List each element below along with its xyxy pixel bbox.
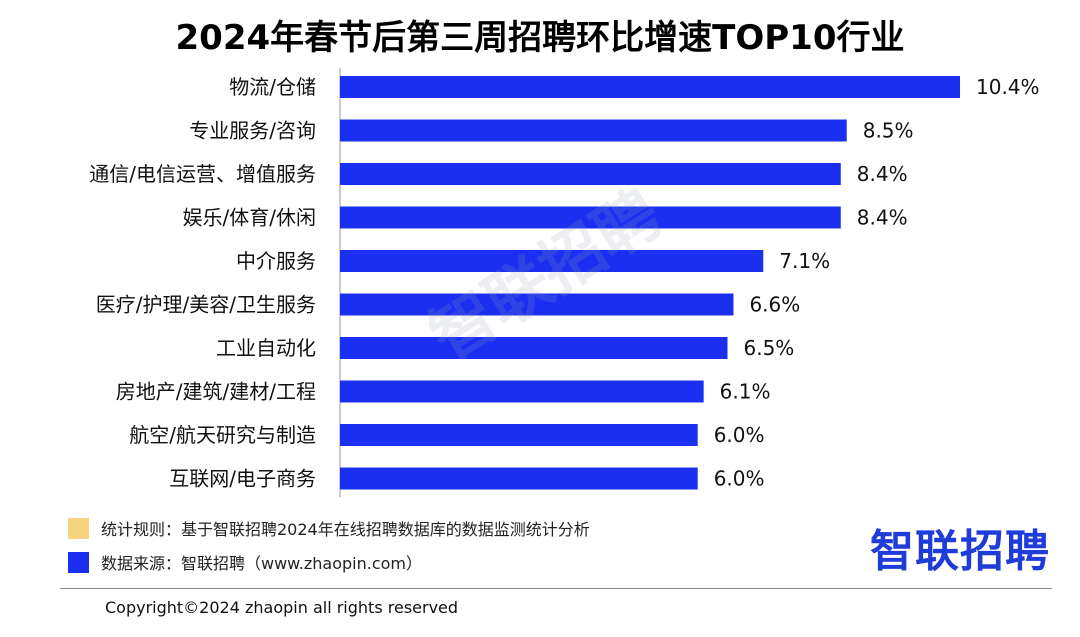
value-label: 6.0% <box>714 467 765 491</box>
rule-note: 统计规则：基于智联招聘2024年在线招聘数据库的数据监测统计分析 <box>68 516 590 540</box>
value-label: 6.1% <box>720 380 771 404</box>
bar-4 <box>340 250 764 272</box>
category-label: 通信/电信运营、增值服务 <box>89 162 316 186</box>
value-label: 8.4% <box>857 162 908 186</box>
value-label: 10.4% <box>976 75 1040 99</box>
category-label: 航空/航天研究与制造 <box>129 423 316 447</box>
category-label: 房地产/建筑/建材/工程 <box>116 380 316 404</box>
chart-title: 2024年春节后第三周招聘环比增速TOP10行业 <box>175 18 905 58</box>
bar-chart: 物流/仓储 10.4% 专业服务/咨询 8.5% 通信/电信运营、增值服务 8.4% 娱乐/… <box>89 68 1040 497</box>
bar-1 <box>340 119 847 142</box>
copyright: Copyright©2024 zhaopin all rights reserv… <box>105 598 459 617</box>
value-label: 7.1% <box>779 249 830 273</box>
bar-5 <box>340 293 734 316</box>
footer-divider <box>60 588 1052 589</box>
bar-6 <box>340 337 728 359</box>
bar-2 <box>340 163 841 185</box>
bar-7 <box>340 380 704 403</box>
category-label: 物流/仓储 <box>229 75 316 99</box>
bar-9 <box>340 467 698 490</box>
value-label: 6.5% <box>744 336 795 360</box>
value-label: 8.5% <box>863 119 914 143</box>
source-swatch <box>68 551 89 573</box>
rule-text: 统计规则：基于智联招聘2024年在线招聘数据库的数据监测统计分析 <box>101 520 590 539</box>
category-label: 专业服务/咨询 <box>189 119 316 143</box>
zhaopin-logo: 智联招聘 <box>870 526 1050 577</box>
source-note: 数据来源：智联招聘（www.zhaopin.com） <box>68 550 422 574</box>
category-label: 工业自动化 <box>216 336 316 360</box>
source-text: 数据来源：智联招聘（www.zhaopin.com） <box>101 554 423 573</box>
rule-swatch <box>68 517 89 539</box>
category-label: 娱乐/体育/休闲 <box>183 206 316 230</box>
bar-3 <box>340 206 841 229</box>
bar-0 <box>340 76 960 98</box>
category-label: 医疗/护理/美容/卫生服务 <box>96 293 316 317</box>
category-label: 中介服务 <box>236 249 316 273</box>
value-label: 8.4% <box>857 206 908 230</box>
category-label: 互联网/电子商务 <box>169 467 316 491</box>
bar-8 <box>340 424 698 446</box>
value-label: 6.6% <box>749 293 800 317</box>
value-label: 6.0% <box>714 423 765 447</box>
